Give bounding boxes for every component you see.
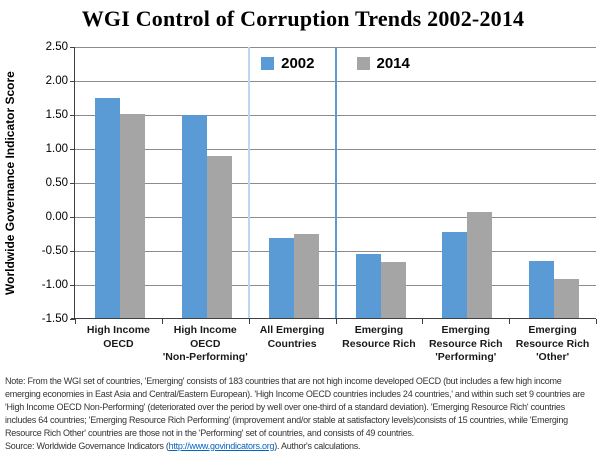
legend-label-2002: 2002 [281, 54, 315, 72]
bar-2014-category-4 [380, 261, 406, 319]
x-category-label-line: 'Other' [536, 351, 570, 363]
x-category-label: All Emerging Countries [229, 324, 356, 351]
x-axis-tick [422, 319, 424, 324]
source-link[interactable]: http://www.govindicators.org [168, 440, 275, 451]
x-category-label: High Income OECD 'Non-Performing' [142, 324, 269, 365]
footnote: Note: From the WGI set of countries, 'Em… [5, 375, 603, 452]
x-axis-tick [75, 319, 76, 324]
y-tick-label: 2.50 [45, 41, 68, 53]
x-category-label-line: OECD [103, 337, 134, 350]
legend-label-2014: 2014 [376, 54, 410, 72]
category-separator-line [247, 47, 250, 319]
source-line: Source: Worldwide Governance Indicators … [5, 440, 603, 453]
legend-item-2014: 2014 [356, 54, 410, 72]
x-axis-tick [335, 319, 337, 324]
y-axis-tick [70, 149, 75, 150]
note-line: Note: From the WGI set of countries, 'Em… [5, 376, 562, 386]
x-category-label-line: Emerging [441, 324, 490, 336]
x-axis-tick [509, 319, 511, 324]
x-category-label: Emerging Resource Rich 'Other' [489, 324, 606, 365]
x-category-label: High Income OECD [55, 324, 182, 351]
y-tick-label: 0.50 [45, 177, 68, 189]
y-axis-tick [70, 115, 75, 116]
x-category-label-line: Emerging [528, 324, 577, 336]
y-axis-tick [70, 183, 75, 184]
category-separator-line [334, 47, 337, 319]
x-axis-tick [161, 319, 163, 324]
note-line: 'High Income OECD Non-Performing' (deter… [5, 401, 565, 412]
x-category-label-line: Resource Rich [342, 337, 416, 350]
y-tick-label: 0.00 [45, 211, 68, 223]
x-category-label-line: Countries [267, 337, 317, 350]
x-axis-line [71, 318, 596, 319]
x-category-label-line: Resource Rich [428, 337, 503, 350]
y-axis-tick [70, 285, 75, 286]
bar-2014-category-6 [554, 278, 580, 319]
legend-swatch-2002 [261, 56, 275, 70]
bar-2002-category-5 [442, 231, 468, 319]
x-category-label-line: Resource Rich [515, 337, 590, 350]
y-axis-tick [70, 47, 75, 48]
y-tick-label: -1.50 [41, 313, 68, 325]
bar-2002-category-1 [95, 98, 120, 319]
note-line: emerging economies in East Asia and Cent… [5, 388, 585, 399]
plot-area [71, 47, 596, 319]
y-tick-label: 1.00 [45, 143, 68, 155]
x-axis-category-labels: High Income OECD High Income OECD 'Non-Perfo… [75, 324, 596, 372]
x-category-label-line: 'Performing' [435, 351, 497, 363]
x-axis-tick [248, 319, 250, 324]
chart-title: WGI Control of Corruption Trends 2002-20… [81, 6, 525, 31]
y-axis-tick [70, 217, 75, 218]
note-line: Resource Rich Other' countries are those… [5, 427, 414, 438]
legend-swatch-2014 [356, 56, 370, 70]
x-category-label-line: Emerging [354, 324, 404, 336]
bar-2014-category-2 [206, 155, 232, 319]
x-category-label: Emerging Resource Rich 'Performing' [402, 324, 529, 365]
bar-2002-category-3 [268, 238, 294, 319]
bar-2014-category-5 [467, 211, 493, 319]
y-tick-label: 1.50 [45, 109, 68, 121]
bar-2014-category-3 [293, 234, 319, 319]
x-category-label-line: OECD [190, 337, 221, 350]
x-category-label-line: 'Non-Performing' [162, 351, 248, 363]
x-category-label: Emerging Resource Rich [316, 324, 443, 351]
bar-2002-category-4 [355, 253, 381, 319]
x-axis-tick [596, 319, 597, 324]
y-tick-label: -0.50 [41, 245, 68, 257]
x-category-label-line: High Income [86, 324, 150, 336]
y-axis-title: Worldwide Governance Indicator Score [3, 71, 17, 295]
source-prefix: Source: Worldwide Governance Indicators … [5, 440, 169, 451]
y-tick-label: 2.00 [45, 75, 68, 87]
y-axis-tick [70, 319, 75, 320]
note-line: includes 64 countries; 'Emerging Resourc… [5, 414, 568, 425]
legend-item-2002: 2002 [261, 54, 315, 72]
source-suffix: ). Author's calculations. [274, 440, 361, 451]
y-tick-label: -1.00 [41, 279, 68, 291]
y-axis-tick [70, 251, 75, 252]
bar-2014-category-1 [120, 113, 145, 319]
y-axis-tick [70, 81, 75, 82]
bar-2002-category-6 [529, 261, 555, 319]
bar-2002-category-2 [181, 115, 207, 319]
x-category-label-line: High Income [173, 324, 237, 336]
legend: 2002 2014 [75, 53, 596, 73]
x-category-label-line: All Emerging [259, 324, 325, 336]
